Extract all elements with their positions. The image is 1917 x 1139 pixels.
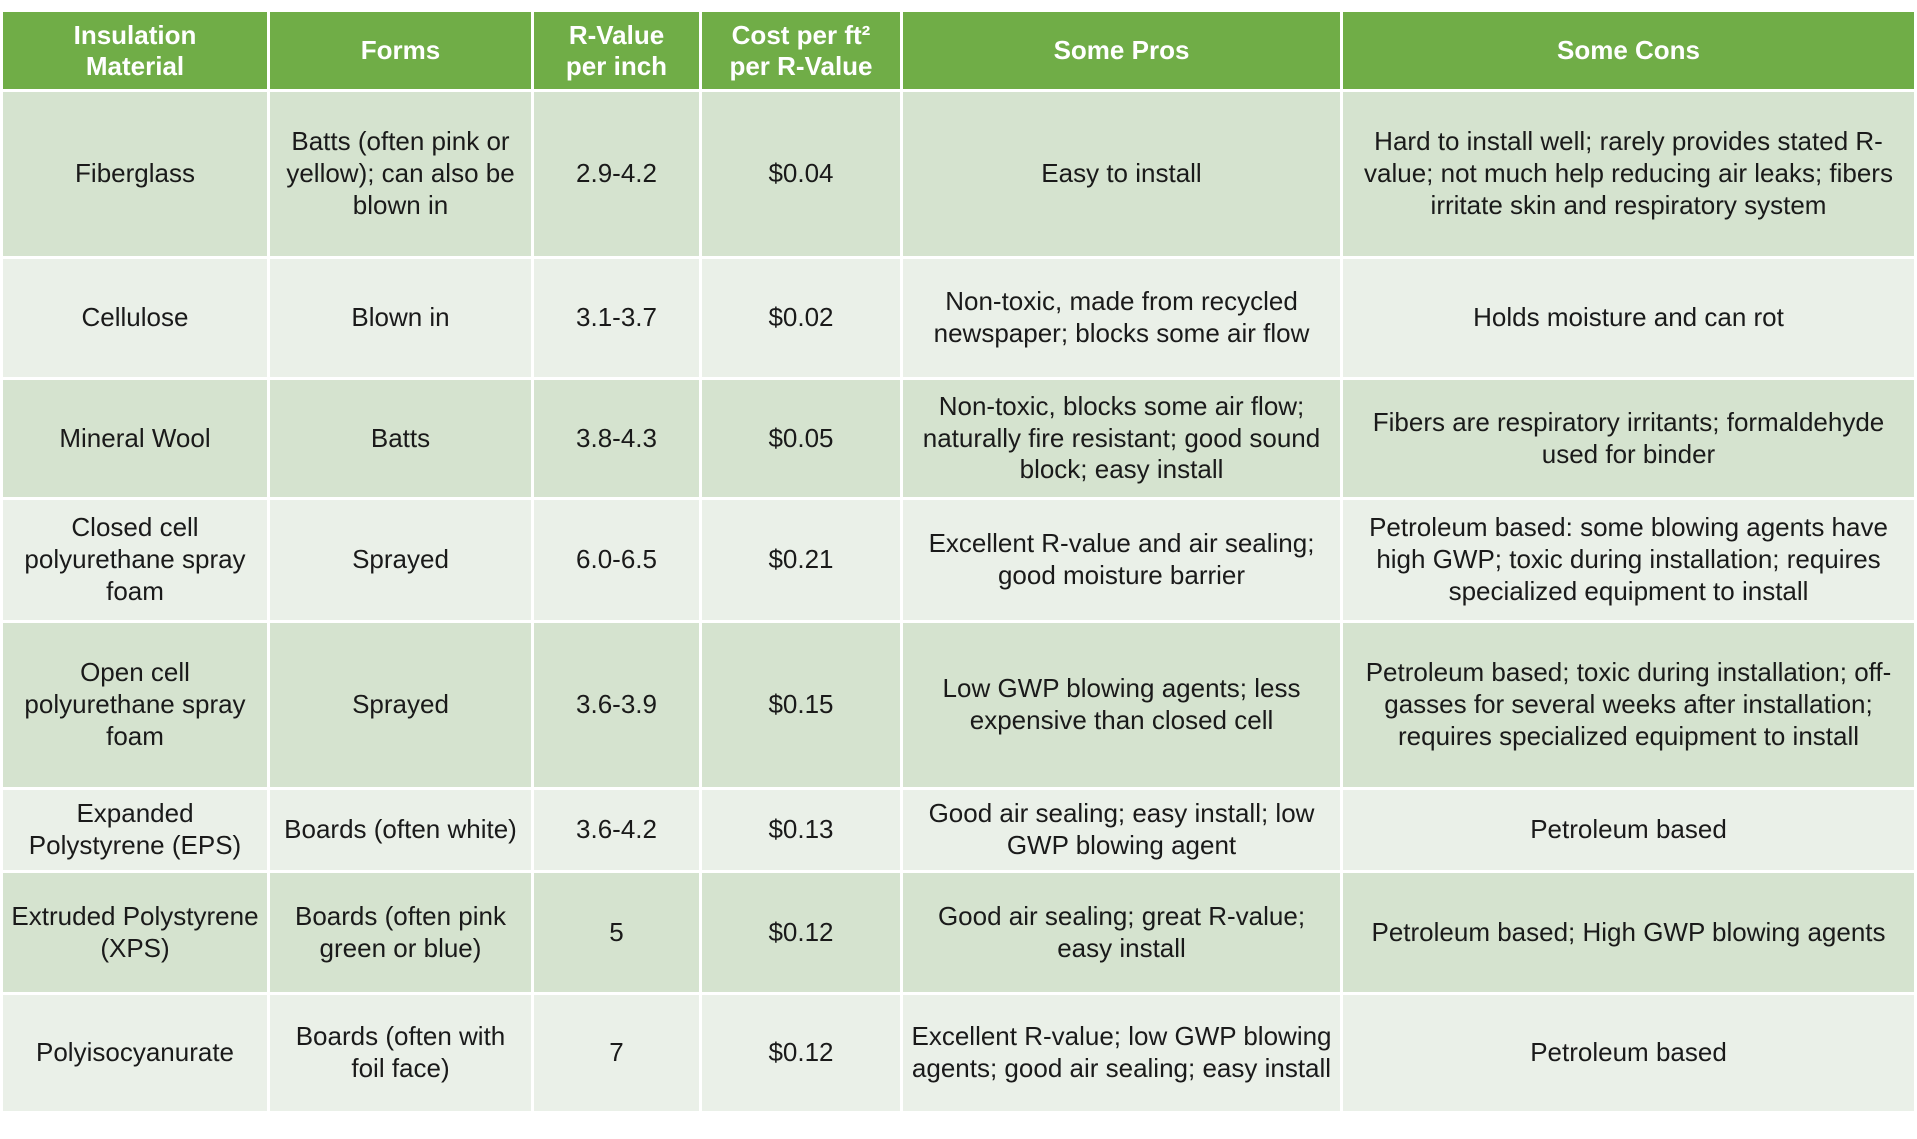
table-cell: 2.9-4.2: [534, 92, 699, 256]
table-cell: 3.6-4.2: [534, 790, 699, 870]
table-row: Extruded Polystyrene (XPS) Boards (often …: [3, 873, 1914, 992]
table-cell: Cellulose: [3, 259, 267, 377]
header-cell: R-Value per inch: [534, 12, 699, 89]
table-row: Open cell polyurethane spray foam Sprayed…: [3, 623, 1914, 787]
table-cell: Fibers are respiratory irritants; formal…: [1343, 380, 1914, 497]
table-cell: Blown in: [270, 259, 531, 377]
table-row: Fiberglass Batts (often pink or yellow); …: [3, 92, 1914, 256]
table-cell: Boards (often with foil face): [270, 995, 531, 1111]
header-text: Cost per ft²: [731, 19, 871, 50]
table-cell: Non-toxic, made from recycled newspaper;…: [903, 259, 1340, 377]
table-cell: Low GWP blowing agents; less expensive t…: [903, 623, 1340, 787]
table-cell: 3.1-3.7: [534, 259, 699, 377]
table-cell: Boards (often white): [270, 790, 531, 870]
table-cell: Polyisocyanurate: [3, 995, 267, 1111]
table-cell: Open cell polyurethane spray foam: [3, 623, 267, 787]
table-cell: Petroleum based; High GWP blowing agents: [1343, 873, 1914, 992]
table-cell: 5: [534, 873, 699, 992]
table-container: Insulation Material Forms R-Value per inch Co…: [0, 9, 1917, 1114]
header-text: Some Pros: [1053, 35, 1190, 66]
header-text: Some Cons: [1556, 35, 1701, 66]
table-cell: Excellent R-value and air sealing; good …: [903, 500, 1340, 620]
header-text: Forms: [360, 35, 441, 66]
table-cell: $0.04: [702, 92, 900, 256]
header-cell: Insulation Material: [3, 12, 267, 89]
table-cell: Closed cell polyurethane spray foam: [3, 500, 267, 620]
header-text: Material: [85, 50, 185, 81]
table-row: Mineral Wool Batts 3.8-4.3 $0.05 Non-toxic, …: [3, 380, 1914, 497]
table-cell: Sprayed: [270, 500, 531, 620]
table-cell: $0.13: [702, 790, 900, 870]
header-cell: Some Pros: [903, 12, 1340, 89]
table-cell: Fiberglass: [3, 92, 267, 256]
table-cell: Petroleum based: some blowing agents hav…: [1343, 500, 1914, 620]
header-text: Insulation: [73, 19, 197, 50]
table-cell: $0.02: [702, 259, 900, 377]
table-row: Polyisocyanurate Boards (often with foil …: [3, 995, 1914, 1111]
table-cell: Extruded Polystyrene (XPS): [3, 873, 267, 992]
table-cell: $0.12: [702, 873, 900, 992]
table-cell: Holds moisture and can rot: [1343, 259, 1914, 377]
insulation-table: Insulation Material Forms R-Value per inch Co…: [0, 9, 1917, 1114]
table-cell: 3.6-3.9: [534, 623, 699, 787]
table-cell: Mineral Wool: [3, 380, 267, 497]
header-cell: Forms: [270, 12, 531, 89]
table-cell: Excellent R-value; low GWP blowing agent…: [903, 995, 1340, 1111]
table-cell: $0.15: [702, 623, 900, 787]
table-cell: Expanded Polystyrene (EPS): [3, 790, 267, 870]
table-row: Closed cell polyurethane spray foam Spray…: [3, 500, 1914, 620]
table-cell: 7: [534, 995, 699, 1111]
table-cell: Hard to install well; rarely provides st…: [1343, 92, 1914, 256]
table-cell: Petroleum based: [1343, 995, 1914, 1111]
table-cell: $0.21: [702, 500, 900, 620]
table-cell: Sprayed: [270, 623, 531, 787]
table-cell: Boards (often pink green or blue): [270, 873, 531, 992]
header-cell: Some Cons: [1343, 12, 1914, 89]
header-text: per R-Value: [729, 50, 873, 81]
table-cell: 3.8-4.3: [534, 380, 699, 497]
table-cell: Petroleum based: [1343, 790, 1914, 870]
header-text: per inch: [565, 50, 668, 81]
table-cell: Good air sealing; great R-value; easy in…: [903, 873, 1340, 992]
table-cell: $0.05: [702, 380, 900, 497]
table-cell: 6.0-6.5: [534, 500, 699, 620]
table-cell: Batts: [270, 380, 531, 497]
table-cell: Non-toxic, blocks some air flow; natural…: [903, 380, 1340, 497]
table-cell: Batts (often pink or yellow); can also b…: [270, 92, 531, 256]
header-row: Insulation Material Forms R-Value per inch Co…: [3, 12, 1914, 89]
table-cell: Petroleum based; toxic during installati…: [1343, 623, 1914, 787]
header-text: R-Value: [568, 19, 665, 50]
table-row: Cellulose Blown in 3.1-3.7 $0.02 Non-toxic, …: [3, 259, 1914, 377]
header-cell: Cost per ft² per R-Value: [702, 12, 900, 89]
table-cell: Good air sealing; easy install; low GWP …: [903, 790, 1340, 870]
table-cell: Easy to install: [903, 92, 1340, 256]
table-row: Expanded Polystyrene (EPS) Boards (often …: [3, 790, 1914, 870]
table-cell: $0.12: [702, 995, 900, 1111]
